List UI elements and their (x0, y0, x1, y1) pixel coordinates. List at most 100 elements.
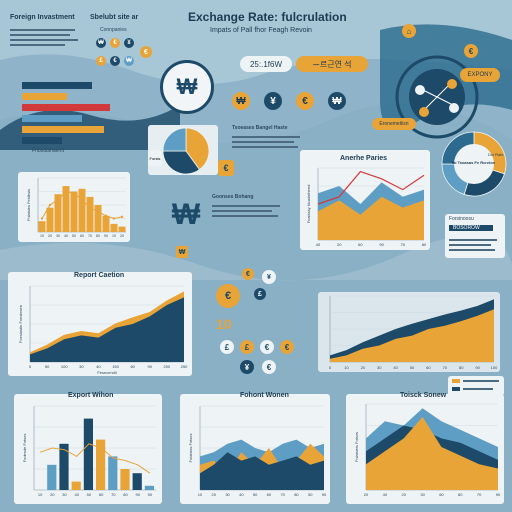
area-series (366, 416, 498, 490)
text-block (212, 202, 282, 220)
tick-label: 20 (212, 492, 217, 497)
tick-label: 30 (56, 234, 60, 238)
bar-chart: Fnlatsies Feldbsis 10 20 30 40 50 60 70 80 90 10 20 (26, 177, 126, 238)
data-point (64, 190, 68, 193)
tick-label: 80 (422, 242, 427, 247)
expony-tag: EXPONY (460, 68, 500, 82)
legend-panel (448, 376, 504, 396)
tick-label: 60 (80, 234, 84, 238)
bar (102, 215, 110, 232)
bar (108, 456, 118, 490)
area-chart: Fnatsssy hlcadsfneed 40 20 60 90 70 80 (306, 167, 427, 247)
home-icon: ⌂ (402, 24, 416, 38)
won-coin-icon: ₩ (96, 38, 106, 48)
donut-chart (441, 131, 507, 197)
bar-label: Wnilal (49, 138, 60, 143)
horizontal-bar-chart: Wnilal (22, 82, 110, 144)
tick-label: 40 (316, 242, 321, 247)
euro-coin-icon: € (296, 92, 314, 110)
yen-coin-icon: ¥ (264, 92, 282, 110)
tick-label: 60 (426, 365, 431, 370)
axis-label: Fesecendll (97, 370, 116, 375)
left-title-2: Sbelubt site ar (90, 14, 139, 21)
left-caption-2: Fnbodiahaemt (32, 148, 64, 154)
tick-label: 90 (322, 492, 327, 497)
won-coin-icon: ₩ (171, 198, 201, 231)
chart-title: Fohont Wonen (240, 392, 289, 399)
tick-label: 10 (198, 492, 203, 497)
tick-label: 40 (96, 364, 101, 369)
tick-label: 80 (294, 492, 299, 497)
bar (110, 223, 118, 232)
area-series (330, 309, 494, 362)
bar (144, 485, 154, 490)
bar (22, 104, 110, 111)
tick-label: 30 (420, 492, 425, 497)
bar (71, 481, 81, 490)
data-point (48, 203, 52, 207)
axis-label: Fnatsssy hlcadsfneed (306, 185, 311, 224)
block-caption: Tsoeases Bangel Haste (232, 125, 288, 131)
bar (86, 196, 94, 232)
text-block (232, 133, 302, 151)
tick-label: 50 (253, 492, 258, 497)
won-coin-icon: ₩ (124, 56, 134, 66)
area-chart: Fnlatsieis Fotsos 20 40 20 30 60 80 70 90 (354, 403, 501, 497)
tick-label: 90 (496, 492, 501, 497)
tick-label: 80 (458, 492, 463, 497)
tick-label: 30 (62, 492, 67, 497)
euro-coin-icon: € (262, 360, 276, 374)
tick-label: 80 (123, 492, 128, 497)
ten-label: 10 (216, 316, 232, 332)
legend-label: Forsinoosu (449, 216, 474, 222)
tick-label: 90 (148, 364, 153, 369)
tick-label: 0 (329, 365, 332, 370)
euro-coin-icon: € (140, 46, 152, 58)
tick-label: 30 (225, 492, 230, 497)
series-line (317, 170, 425, 205)
bar (78, 188, 86, 232)
bar (38, 221, 46, 232)
tick-label: 70 (401, 242, 406, 247)
pound-coin-icon: £ (96, 56, 106, 66)
tick-label: 70 (477, 492, 482, 497)
chart-title: Export Wihon (68, 392, 114, 399)
tick-label: 20 (361, 365, 366, 370)
tick-label: 20 (364, 492, 369, 497)
bar (59, 443, 69, 490)
tick-label: 0 (29, 364, 32, 369)
pound-coin-icon: £ (254, 288, 266, 300)
euro-coin-icon: € (260, 340, 274, 354)
bar (22, 137, 62, 144)
euro-coin-icon: € (110, 38, 120, 48)
bar (47, 464, 57, 490)
bar (118, 226, 126, 232)
tick-label: 10 (112, 234, 116, 238)
tick-label: 30 (377, 365, 382, 370)
won-coin-icon: ₩ (160, 60, 214, 114)
tick-label: 200 (164, 364, 171, 369)
pie-chart (162, 127, 210, 175)
legend-bar (449, 225, 493, 231)
tick-label: 20 (337, 242, 342, 247)
tick-label: 60 (99, 492, 104, 497)
bar (120, 469, 130, 490)
chart-title: Anerhe Paries (340, 155, 388, 162)
axis-label: Fnlatsieis Fotsos (354, 432, 359, 462)
data-point (104, 214, 108, 217)
tick-label: 70 (88, 234, 92, 238)
tick-label: 20 (48, 234, 52, 238)
mini-caption: Forsis (148, 150, 162, 166)
data-point (80, 198, 84, 201)
pound-coin-icon: £ (240, 340, 254, 354)
tick-label: 100 (491, 365, 498, 370)
tick-label: 50 (45, 364, 50, 369)
value-pill: 25:.1f6W (240, 56, 292, 72)
axis-label: Fodesde Fotsos (22, 434, 27, 463)
data-point (72, 191, 76, 195)
data-point (112, 217, 116, 220)
euro-coin-icon: € (280, 340, 294, 354)
euro-coin-icon: € (218, 160, 234, 176)
data-point (56, 198, 60, 201)
legend-panel: Forsinoosu BOSOROW (445, 214, 505, 258)
